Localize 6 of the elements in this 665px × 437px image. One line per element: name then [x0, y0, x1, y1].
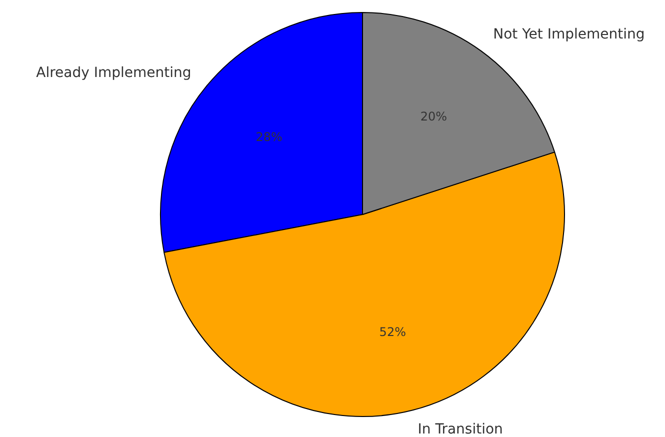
data-label: 28% [256, 130, 282, 144]
slice-label: Not Yet Implementing [493, 26, 645, 43]
data-label: 20% [420, 109, 448, 124]
slice-label: Already Implementing [36, 64, 192, 81]
data-label: 52% [379, 324, 406, 339]
slice-label: In Transition [418, 422, 503, 437]
